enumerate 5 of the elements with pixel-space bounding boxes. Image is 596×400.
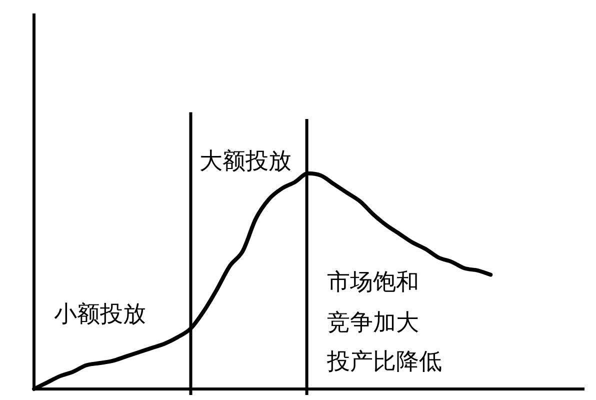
annotation: 投产比降低 — [326, 348, 442, 375]
annotation: 大额投放 — [200, 148, 292, 174]
annotation: 竞争加大 — [327, 310, 420, 336]
annotation: 市场饱和 — [327, 270, 420, 296]
annotation: 小额投放 — [54, 302, 146, 328]
